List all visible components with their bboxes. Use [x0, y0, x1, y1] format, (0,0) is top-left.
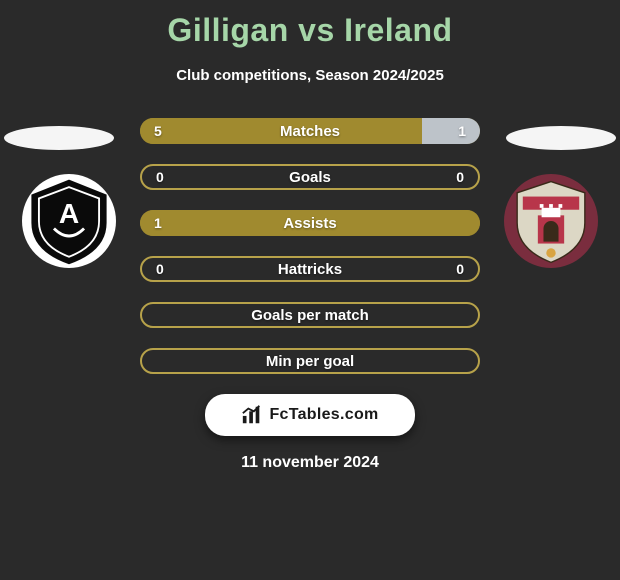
bar-label: Assists [140, 210, 480, 236]
subtitle: Club competitions, Season 2024/2025 [0, 67, 620, 84]
stat-bar-goals: Goals0 0 [140, 164, 480, 190]
bar-value-right: 0 [456, 258, 464, 280]
bar-value-right: 1 [458, 118, 466, 144]
brand-text: FcTables.com [269, 406, 378, 424]
club-crest-left: A [22, 174, 116, 268]
stat-bar-hattricks: Hattricks0 0 [140, 256, 480, 282]
bar-label: Hattricks [142, 258, 478, 280]
bar-value-left: 5 [154, 118, 162, 144]
bar-label: Goals [142, 166, 478, 188]
bar-label: Matches [140, 118, 480, 144]
bar-value-left: 0 [156, 166, 164, 188]
brand-plate: FcTables.com [205, 394, 415, 436]
player-right-ellipse [506, 126, 616, 150]
svg-text:A: A [59, 197, 79, 229]
bar-label: Min per goal [142, 350, 478, 372]
page-title: Gilligan vs Ireland [0, 0, 620, 49]
stat-bar-matches: Matches5 1 [140, 118, 480, 144]
bar-label: Goals per match [142, 304, 478, 326]
club-crest-right [504, 174, 598, 268]
stat-bar-goals-per-match: Goals per match [140, 302, 480, 328]
date-text: 11 november 2024 [0, 454, 620, 472]
bar-value-left: 1 [154, 210, 162, 236]
brand-chart-icon [241, 404, 263, 426]
comparison-bars: Matches51Goals00Assists1Hattricks00Goals… [140, 118, 480, 374]
player-left-ellipse [4, 126, 114, 150]
bar-value-right: 0 [456, 166, 464, 188]
stat-bar-min-per-goal: Min per goal [140, 348, 480, 374]
bar-value-left: 0 [156, 258, 164, 280]
stat-bar-assists: Assists1 [140, 210, 480, 236]
